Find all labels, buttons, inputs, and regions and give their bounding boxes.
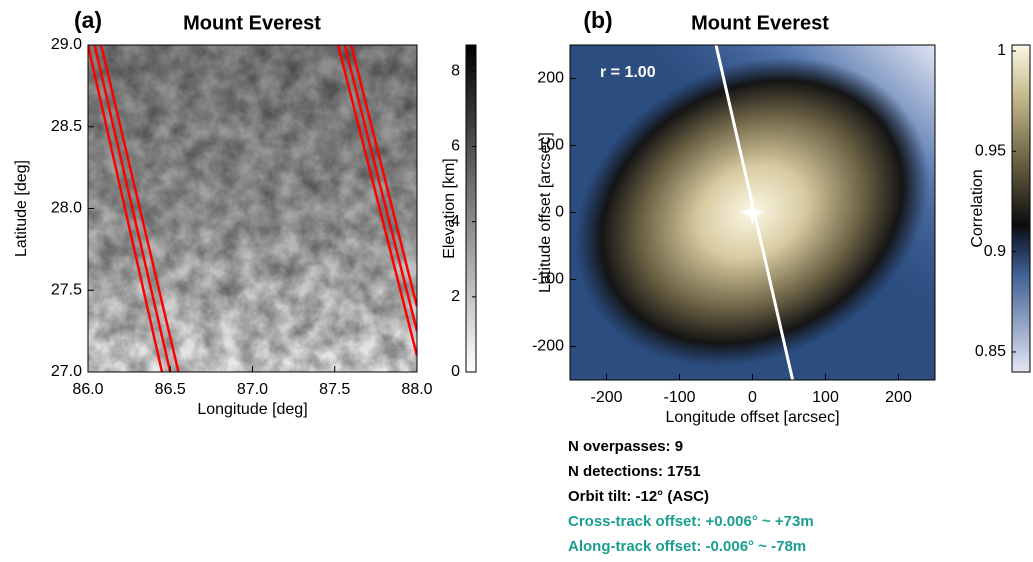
track-line [343, 45, 417, 332]
chart-title: Mount Everest [691, 12, 829, 34]
colorbar-tick-label: 0.85 [975, 343, 1006, 360]
x-axis-label: Longitude [deg] [197, 401, 307, 418]
y-tick-label: 28.5 [51, 118, 82, 135]
colorbar-tick-label: 2 [451, 288, 460, 305]
y-tick-label: 200 [537, 70, 564, 87]
colorbar-tick-label: 0 [451, 363, 460, 380]
x-tick-label: 87.5 [319, 381, 350, 398]
panel-label: (a) [74, 7, 102, 33]
colorbar [465, 44, 477, 373]
colorbar-tick-label: 8 [451, 63, 460, 80]
annotation: r = 1.00 [600, 64, 656, 81]
y-tick-label: 27.0 [51, 363, 82, 380]
panel-label: (b) [583, 7, 612, 33]
stats-note: Along-track offset: -0.006° ~ -78m [568, 538, 806, 555]
y-tick-label: 29.0 [51, 36, 82, 53]
colorbar-tick-label: 1 [997, 42, 1006, 59]
stats-note: N detections: 1751 [568, 463, 701, 480]
y-tick-label: -100 [532, 271, 564, 288]
colorbar-tick-label: 4 [451, 213, 460, 230]
track-line [336, 45, 417, 356]
stats-note: N overpasses: 9 [568, 438, 683, 455]
track-line [99, 45, 180, 372]
x-tick-label: 100 [812, 389, 839, 406]
colorbar-tick-label: 6 [451, 138, 460, 155]
stats-note: Orbit tilt: -12° (ASC) [568, 488, 709, 505]
y-tick-label: 27.5 [51, 281, 82, 298]
x-tick-label: 86.0 [72, 381, 103, 398]
y-tick-label: -200 [532, 338, 564, 355]
colorbar-label: Correlation [969, 169, 986, 247]
peak-marker [740, 200, 765, 225]
panel-a-background [88, 45, 417, 372]
colorbar-tick-label: 0.95 [975, 143, 1006, 160]
x-tick-label: 86.5 [155, 381, 186, 398]
plot-area [88, 45, 417, 372]
x-axis-label: Longitude offset [arcsec] [665, 409, 839, 426]
y-tick-label: 100 [537, 137, 564, 154]
colorbar [1011, 44, 1031, 373]
y-axis-label: Latitude offset [arcsec] [537, 132, 554, 293]
x-tick-label: -100 [663, 389, 695, 406]
x-tick-label: -200 [590, 389, 622, 406]
track-line [349, 45, 417, 307]
y-tick-label: 0 [555, 204, 564, 221]
y-tick-label: 28.0 [51, 200, 82, 217]
colorbar-tick-label: 0.9 [984, 243, 1006, 260]
x-tick-label: 88.0 [401, 381, 432, 398]
track-line [93, 45, 172, 372]
y-axis-label: Latitude [deg] [13, 160, 30, 257]
x-tick-label: 200 [885, 389, 912, 406]
x-tick-label: 87.0 [237, 381, 268, 398]
colorbar-label: Elevation [km] [441, 158, 458, 258]
stats-note: Cross-track offset: +0.006° ~ +73m [568, 513, 814, 530]
track-line [88, 45, 164, 372]
chart-title: Mount Everest [183, 12, 321, 34]
x-tick-label: 0 [748, 389, 757, 406]
